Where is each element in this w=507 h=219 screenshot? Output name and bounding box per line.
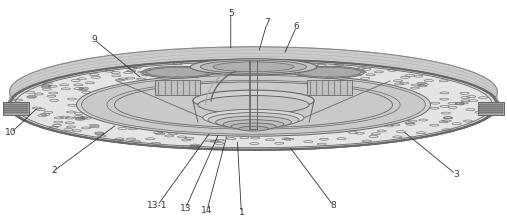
- Ellipse shape: [204, 74, 210, 76]
- Bar: [4, 108, 28, 109]
- Text: 7: 7: [264, 18, 270, 27]
- Ellipse shape: [356, 69, 362, 70]
- Text: 5: 5: [228, 9, 234, 18]
- Bar: [479, 104, 503, 105]
- Text: 8: 8: [331, 201, 336, 210]
- Ellipse shape: [344, 67, 349, 68]
- Ellipse shape: [198, 95, 309, 114]
- Text: 6: 6: [294, 22, 299, 31]
- Ellipse shape: [344, 76, 349, 77]
- Text: 13-1: 13-1: [147, 201, 168, 210]
- Ellipse shape: [292, 72, 298, 73]
- Text: 13: 13: [179, 204, 191, 213]
- Ellipse shape: [192, 67, 198, 68]
- Ellipse shape: [294, 66, 365, 78]
- Text: 14: 14: [201, 206, 212, 215]
- Ellipse shape: [208, 113, 299, 127]
- Ellipse shape: [360, 72, 367, 73]
- Ellipse shape: [193, 90, 314, 111]
- Ellipse shape: [209, 72, 215, 73]
- FancyBboxPatch shape: [307, 80, 352, 95]
- Ellipse shape: [146, 67, 209, 77]
- Ellipse shape: [190, 59, 317, 75]
- Ellipse shape: [327, 66, 333, 68]
- Ellipse shape: [231, 123, 276, 130]
- Ellipse shape: [8, 59, 499, 150]
- Ellipse shape: [10, 47, 497, 137]
- Bar: [479, 110, 503, 111]
- Ellipse shape: [77, 73, 430, 136]
- Bar: [479, 108, 503, 109]
- Ellipse shape: [298, 67, 361, 77]
- Ellipse shape: [11, 60, 496, 149]
- Ellipse shape: [215, 116, 292, 128]
- Ellipse shape: [204, 69, 210, 70]
- Ellipse shape: [223, 120, 284, 129]
- Ellipse shape: [192, 76, 198, 77]
- Ellipse shape: [145, 69, 151, 70]
- Ellipse shape: [213, 62, 294, 72]
- Ellipse shape: [200, 60, 307, 73]
- Ellipse shape: [174, 66, 180, 68]
- Ellipse shape: [203, 109, 304, 126]
- Text: 10: 10: [5, 129, 17, 138]
- FancyBboxPatch shape: [479, 102, 504, 115]
- Bar: [4, 110, 28, 111]
- Ellipse shape: [238, 126, 269, 131]
- FancyBboxPatch shape: [3, 102, 28, 115]
- Ellipse shape: [8, 59, 499, 150]
- Ellipse shape: [356, 74, 362, 76]
- Ellipse shape: [174, 77, 180, 78]
- Ellipse shape: [297, 74, 303, 76]
- Ellipse shape: [15, 62, 492, 148]
- Ellipse shape: [16, 65, 491, 149]
- Ellipse shape: [297, 69, 303, 70]
- Text: 9: 9: [91, 35, 97, 44]
- Ellipse shape: [158, 76, 163, 77]
- FancyBboxPatch shape: [155, 80, 200, 95]
- Text: 1: 1: [238, 208, 244, 217]
- Text: 3: 3: [453, 170, 459, 179]
- Ellipse shape: [82, 75, 425, 134]
- Ellipse shape: [158, 67, 163, 68]
- Text: 2: 2: [51, 166, 57, 175]
- Bar: [479, 112, 503, 113]
- Ellipse shape: [309, 76, 315, 77]
- Ellipse shape: [327, 77, 333, 78]
- Bar: [4, 104, 28, 105]
- Ellipse shape: [142, 66, 213, 78]
- Ellipse shape: [309, 67, 315, 68]
- Bar: [4, 112, 28, 113]
- Bar: [4, 106, 28, 107]
- Ellipse shape: [140, 72, 147, 73]
- Ellipse shape: [145, 74, 151, 76]
- Bar: [479, 106, 503, 107]
